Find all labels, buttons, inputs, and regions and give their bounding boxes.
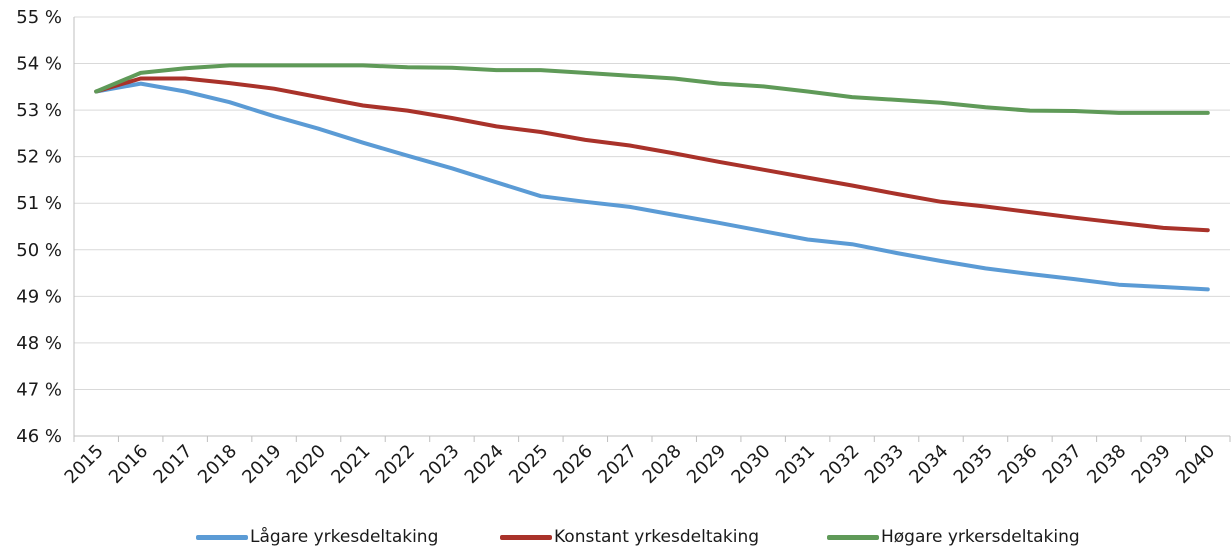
x-tick-label: 2040	[1172, 441, 1219, 488]
x-tick-label: 2027	[594, 441, 641, 488]
y-tick-label: 53 %	[16, 100, 62, 121]
y-tick-label: 51 %	[16, 193, 62, 214]
x-tick-label: 2016	[105, 441, 152, 488]
y-tick-label: 55 %	[16, 7, 62, 28]
x-tick-label: 2032	[816, 441, 863, 488]
x-tick-label: 2020	[283, 441, 330, 488]
legend-swatch-konstant	[500, 534, 552, 540]
x-tick-label: 2019	[238, 441, 285, 488]
legend-item-hogare: Høgare yrkersdeltaking	[827, 527, 1080, 547]
x-tick-label: 2026	[550, 441, 597, 488]
legend-item-lagare: Lågare yrkesdeltaking	[196, 527, 438, 547]
x-tick-label: 2017	[149, 441, 196, 488]
legend-swatch-hogare	[827, 534, 879, 540]
legend: Lågare yrkesdeltaking Konstant yrkesdelt…	[0, 527, 1231, 547]
x-tick-label: 2022	[372, 441, 419, 488]
series-lines	[94, 63, 1210, 292]
legend-label-hogare: Høgare yrkersdeltaking	[881, 527, 1080, 547]
legend-item-konstant: Konstant yrkesdeltaking	[500, 527, 759, 547]
y-tick-label: 52 %	[16, 147, 62, 168]
y-tick-label: 47 %	[16, 379, 62, 400]
x-tick-label: 2018	[194, 441, 241, 488]
x-tick-label: 2023	[416, 441, 463, 488]
x-tick-label: 2036	[994, 441, 1041, 488]
x-tick-label: 2038	[1083, 441, 1130, 488]
x-tick-label: 2029	[683, 441, 730, 488]
y-tick-label: 49 %	[16, 286, 62, 307]
x-tick-label: 2039	[1128, 441, 1175, 488]
x-tick-label: 2031	[772, 441, 819, 488]
series-line-0	[94, 81, 1210, 292]
x-tick-label: 2025	[505, 441, 552, 488]
series-line-1	[94, 76, 1210, 233]
x-tick-label: 2030	[727, 441, 774, 488]
x-tick-label: 2033	[861, 441, 908, 488]
legend-label-lagare: Lågare yrkesdeltaking	[250, 527, 439, 547]
x-tick-label: 2024	[461, 441, 508, 488]
y-tick-label: 48 %	[16, 333, 62, 354]
y-tick-label: 54 %	[16, 54, 62, 75]
legend-swatch-lagare	[196, 534, 248, 540]
gridlines	[74, 16, 1230, 437]
y-tick-label: 50 %	[16, 240, 62, 261]
x-tick-label: 2028	[639, 441, 686, 488]
y-tick-label: 46 %	[16, 426, 62, 447]
x-tick-label: 2035	[950, 441, 997, 488]
legend-label-konstant: Konstant yrkesdeltaking	[554, 527, 760, 547]
line-chart: 46 % 47 % 48 % 49 % 50 % 51 % 52 % 53 % 54 % 55 %…	[16, 7, 1231, 488]
x-tick-label: 2034	[905, 441, 952, 488]
x-tick-label: 2021	[327, 441, 374, 488]
x-tick-label: 2015	[61, 441, 108, 488]
x-tick-label: 2037	[1039, 441, 1086, 488]
series-line-2	[94, 63, 1210, 115]
